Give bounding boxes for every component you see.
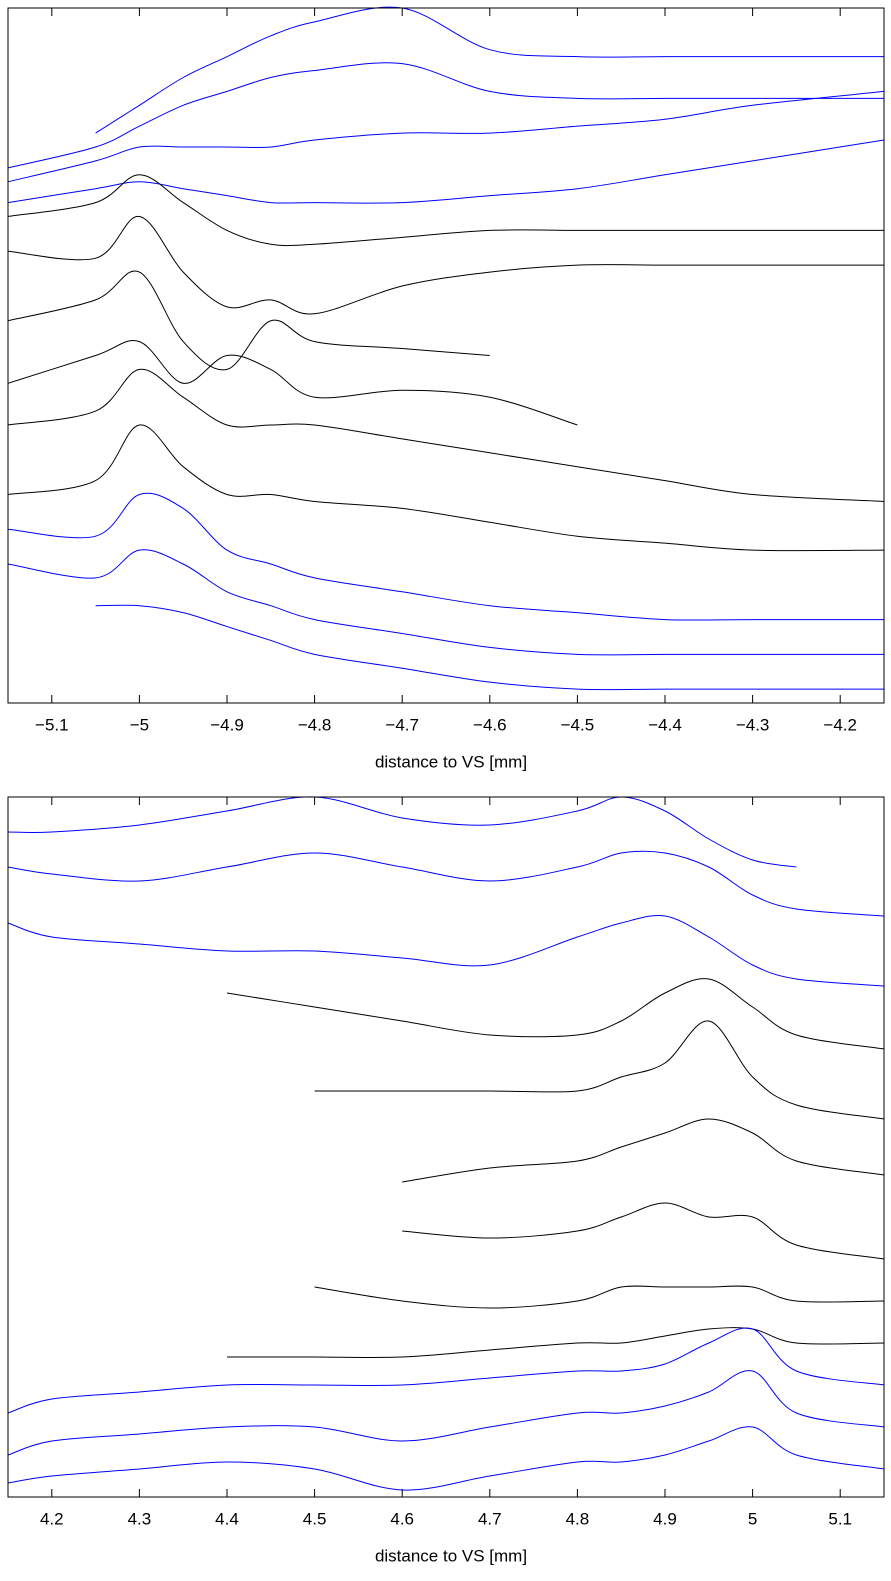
page: {"chart_data": [ {"type": "line", "xlabe… <box>0 0 891 1581</box>
x-tick-label: 4.8 <box>566 1509 590 1528</box>
x-tick-label: −4.6 <box>473 715 507 734</box>
x-tick-label: 4.2 <box>40 1509 64 1528</box>
trace <box>8 915 884 986</box>
x-axis-label: distance to VS [mm] <box>375 752 527 771</box>
x-tick-label: −5 <box>130 715 149 734</box>
trace <box>8 1371 884 1455</box>
x-tick-label: −4.9 <box>210 715 244 734</box>
trace <box>315 1286 884 1308</box>
trace <box>8 1427 884 1490</box>
x-tick-label: 4.3 <box>128 1509 152 1528</box>
x-tick-label: −5.1 <box>35 715 69 734</box>
x-tick-label: −4.4 <box>648 715 682 734</box>
trace <box>8 271 490 370</box>
trace <box>8 493 884 620</box>
trace <box>8 550 884 655</box>
trace <box>8 216 884 314</box>
trace <box>227 979 884 1049</box>
trace <box>8 425 884 551</box>
x-tick-label: 5.1 <box>828 1509 852 1528</box>
trace <box>96 7 884 133</box>
trace <box>8 369 884 501</box>
x-axis-label: distance to VS [mm] <box>375 1546 527 1565</box>
figure: −5.1 −5 −4.9 −4.8 −4.7 −4.6 −4.5 −4.4 −4.3 −4.2 di… <box>0 0 891 1581</box>
x-tick-label: 4.9 <box>653 1509 677 1528</box>
x-tick-label: −4.5 <box>561 715 595 734</box>
x-tick-label: 4.4 <box>215 1509 239 1528</box>
trace <box>227 1328 884 1358</box>
x-tick-label: −4.3 <box>736 715 770 734</box>
trace <box>8 797 796 867</box>
x-tick-label: 4.7 <box>478 1509 502 1528</box>
x-tick-label: 4.6 <box>390 1509 414 1528</box>
x-tick-label: −4.7 <box>385 715 419 734</box>
trace <box>402 1203 884 1259</box>
trace <box>8 140 884 203</box>
x-tick-label: 5 <box>748 1509 757 1528</box>
x-tick-label: −4.2 <box>823 715 857 734</box>
trace <box>8 175 884 246</box>
x-tick-label: −4.8 <box>298 715 332 734</box>
x-tick-label: 4.5 <box>303 1509 327 1528</box>
trace <box>402 1119 884 1182</box>
trace <box>8 851 884 916</box>
trace <box>8 63 884 168</box>
